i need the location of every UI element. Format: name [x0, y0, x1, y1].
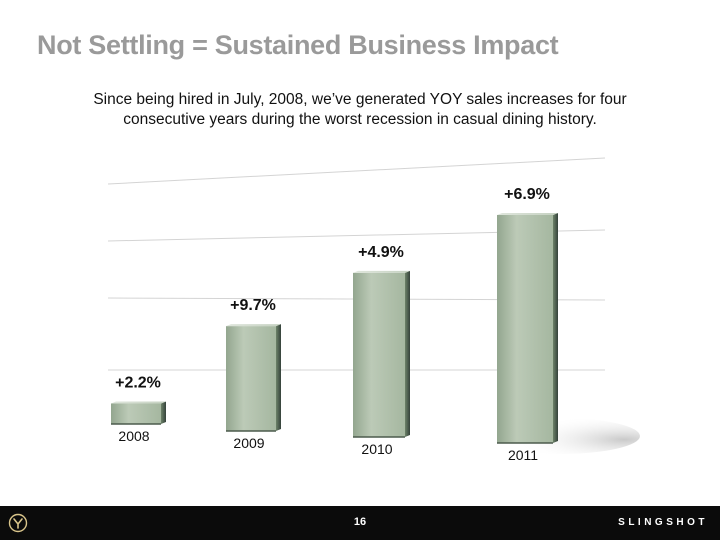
page-number: 16: [353, 516, 367, 528]
bar-front: [226, 326, 276, 431]
bar-side: [161, 401, 166, 424]
data-label-2008: +2.2%: [115, 374, 161, 391]
footer-bar: 16 SLINGSHOT: [0, 506, 720, 540]
slide-subtitle: Since being hired in July, 2008, we’ve g…: [93, 91, 627, 128]
chart-bars: [111, 213, 558, 444]
bar-2008: [111, 401, 166, 425]
bar-2011: [497, 213, 558, 444]
bar-top: [353, 270, 410, 273]
slide-title: Not Settling = Sustained Business Impact: [37, 30, 559, 60]
bar-side: [405, 270, 410, 437]
bar-2009: [226, 324, 281, 432]
brand-wordmark: SLINGSHOT: [618, 517, 708, 528]
bar-top: [111, 401, 166, 404]
bar-side: [553, 213, 558, 443]
tick-label-2010: 2010: [361, 441, 392, 457]
slingshot-logo-icon: [8, 513, 28, 533]
gridline: [107, 157, 606, 185]
bar-front: [497, 215, 553, 443]
data-label-2010: +4.9%: [358, 244, 404, 261]
chart-labels: +2.2% 2008 +9.7% 2009 +4.9% 2010 +6.9% 2011: [115, 186, 550, 463]
tick-label-2009: 2009: [233, 435, 264, 451]
tick-label-2008: 2008: [118, 428, 149, 444]
bar-2010: [353, 270, 410, 438]
bar-front: [111, 403, 161, 424]
bar-top: [226, 324, 281, 327]
bar-side: [276, 324, 281, 431]
tick-label-2011: 2011: [508, 447, 538, 463]
bar-top: [497, 213, 558, 215]
sales-growth-chart: +2.2% 2008 +9.7% 2009 +4.9% 2010 +6.9% 2011: [107, 157, 640, 463]
bar-front: [353, 272, 405, 437]
data-label-2011: +6.9%: [504, 186, 550, 203]
data-label-2009: +9.7%: [230, 297, 276, 314]
